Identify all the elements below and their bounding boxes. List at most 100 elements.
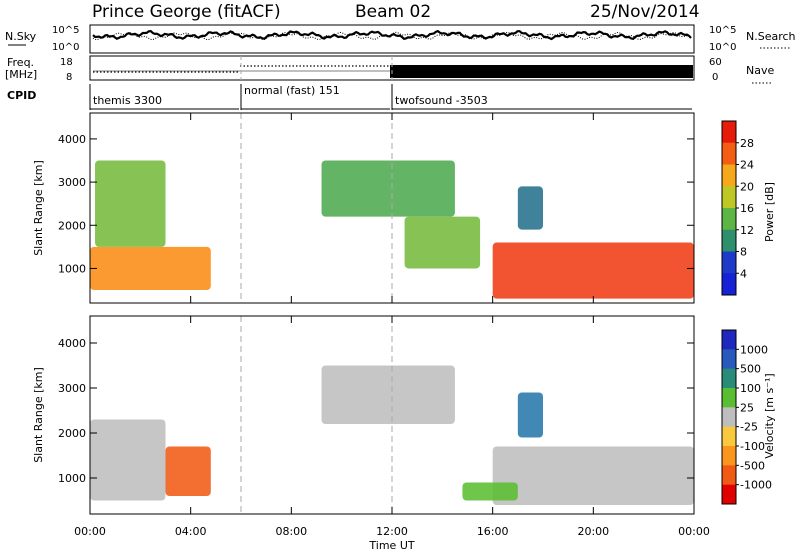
colorbar-swatch xyxy=(722,208,736,231)
x-tick-label: 00:00 xyxy=(74,525,106,538)
nave-tick-top: 60 xyxy=(709,57,722,68)
nave-label: Nave xyxy=(746,64,774,77)
colorbar-swatch xyxy=(722,186,736,209)
noise-traces xyxy=(92,29,692,41)
data-region-0-3 xyxy=(404,216,481,269)
cpid-label: CPID xyxy=(7,89,36,102)
noise-left-label: N.Sky xyxy=(5,30,37,43)
colorbar-tick-label: 12 xyxy=(740,224,754,237)
data-region-0-4 xyxy=(492,242,694,299)
noise-right-tick-bottom: 10^0 xyxy=(709,42,736,53)
colorbar-swatch xyxy=(722,273,736,296)
cpid-segment-label: normal (fast) 151 xyxy=(244,84,340,97)
colorbar-swatch xyxy=(722,164,736,187)
y-tick-label: 2000 xyxy=(58,219,86,232)
colorbar-swatch xyxy=(722,121,736,144)
noise-search-line xyxy=(92,31,692,41)
noise-panel-frame xyxy=(89,24,695,54)
colorbar-tick-label: 4 xyxy=(740,267,747,280)
colorbar-tick-label: 1000 xyxy=(740,343,768,356)
y-tick-label: 4000 xyxy=(58,133,86,146)
x-tick-label: 16:00 xyxy=(477,525,509,538)
x-tick-label: 12:00 xyxy=(376,525,408,538)
velocity-colorbar-label: Velocity [m s⁻¹] xyxy=(763,373,776,458)
freq-label-2: [MHz] xyxy=(5,68,37,81)
colorbar-tick-label: -25 xyxy=(740,421,758,434)
y-tick-label: 3000 xyxy=(58,382,86,395)
colorbar-swatch xyxy=(722,446,736,466)
y-tick-label: 3000 xyxy=(58,176,86,189)
cpid-row: themis 3300 normal (fast) 151 twofsound -3… xyxy=(89,84,692,110)
power-colorbar-label: Power [dB] xyxy=(763,182,776,242)
x-axis-ticks: 00:00 04:00 08:00 12:00 16:00 20:00 00:00 xyxy=(74,113,710,538)
twofsound-nave-block xyxy=(390,65,693,78)
colorbar-tick-label: -1000 xyxy=(740,479,772,492)
velocity-panel: 1000 2000 3000 4000 Slant Range [km] xyxy=(32,315,695,515)
noise-left-tick-bottom: 10^0 xyxy=(52,42,79,53)
colorbar-swatch xyxy=(722,388,736,408)
freq-label-1: Freq. xyxy=(7,56,34,69)
velocity-y-ticks: 1000 2000 3000 4000 xyxy=(58,337,694,485)
colorbar-tick-label: -100 xyxy=(740,440,765,453)
power-y-ticks: 1000 2000 3000 4000 xyxy=(58,133,694,275)
noise-left-tick-top: 10^5 xyxy=(52,25,79,36)
velocity-y-label: Slant Range [km] xyxy=(32,367,45,463)
colorbar-swatch xyxy=(722,142,736,165)
power-panel: 1000 2000 3000 4000 Slant Range [km] xyxy=(32,112,695,304)
noise-sky-line xyxy=(92,29,692,41)
nave-dotted-trace xyxy=(93,65,390,73)
colorbar-tick-label: 25 xyxy=(740,401,754,414)
data-region-1-4 xyxy=(462,482,518,501)
data-region-0-2 xyxy=(321,160,455,217)
colorbar-swatch xyxy=(722,426,736,447)
colorbar-tick-label: 8 xyxy=(740,246,747,259)
velocity-colorbar: 1000 500 100 25 -25 -100 -500 -1000 xyxy=(721,329,772,505)
x-axis-label: Time UT xyxy=(368,539,414,552)
data-region-0-5 xyxy=(517,186,543,230)
station-title: Prince George (fitACF) xyxy=(92,2,281,22)
power-regions xyxy=(90,160,694,299)
velocity-dashed-lines xyxy=(240,316,393,514)
colorbar-frame xyxy=(721,329,737,505)
data-region-1-2 xyxy=(321,365,455,424)
cpid-segment-label: themis 3300 xyxy=(93,94,162,107)
colorbar-swatch xyxy=(722,407,736,428)
colorbar-swatch xyxy=(722,349,736,370)
data-region-1-3 xyxy=(492,446,694,505)
power-dashed-lines xyxy=(240,113,393,303)
colorbar-tick-label: 100 xyxy=(740,382,761,395)
y-tick-label: 2000 xyxy=(58,427,86,440)
colorbar-swatch xyxy=(722,251,736,274)
data-region-1-1 xyxy=(90,419,166,501)
data-region-0-1 xyxy=(95,160,166,247)
colorbar-tick-label: 16 xyxy=(740,202,754,215)
colorbar-tick-label: 20 xyxy=(740,180,754,193)
noise-right-tick-top: 10^5 xyxy=(709,25,736,36)
x-tick-label: 08:00 xyxy=(275,525,307,538)
colorbar-tick-label: 500 xyxy=(740,363,761,376)
colorbar-tick-label: -500 xyxy=(740,459,765,472)
power-y-label: Slant Range [km] xyxy=(32,160,45,256)
x-tick-label: 04:00 xyxy=(175,525,207,538)
colorbar-swatch xyxy=(722,368,736,389)
beam-title: Beam 02 xyxy=(355,2,431,22)
noise-right-label: N.Search xyxy=(746,30,796,43)
data-region-0-0 xyxy=(90,246,211,291)
velocity-regions xyxy=(90,365,694,505)
freq-tick-bottom: 8 xyxy=(66,72,72,83)
x-tick-label: 20:00 xyxy=(577,525,609,538)
colorbar-tick-label: 24 xyxy=(740,159,754,172)
colorbar-tick-label: 28 xyxy=(740,137,754,150)
power-colorbar: 28 24 20 16 12 8 4 xyxy=(721,120,754,296)
colorbar-swatch xyxy=(722,229,736,252)
colorbar-swatch xyxy=(722,484,736,505)
y-tick-label: 4000 xyxy=(58,337,86,350)
colorbar-swatch xyxy=(722,330,736,350)
x-tick-label: 00:00 xyxy=(678,525,710,538)
cpid-segment-label: twofsound -3503 xyxy=(395,94,488,107)
y-tick-label: 1000 xyxy=(58,472,86,485)
data-region-1-0 xyxy=(165,446,211,496)
nave-tick-bottom: 0 xyxy=(712,72,718,83)
freq-tick-top: 18 xyxy=(60,57,73,68)
